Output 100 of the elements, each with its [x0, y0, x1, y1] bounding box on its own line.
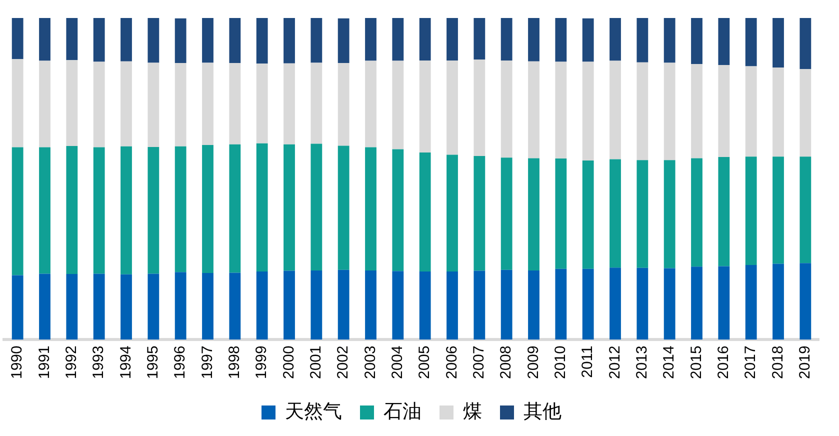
bar	[474, 59, 486, 156]
bar	[202, 18, 214, 63]
bar	[691, 158, 702, 267]
bar	[12, 59, 24, 148]
bar	[392, 271, 404, 340]
x-tick-label: 2018	[769, 346, 786, 380]
bar	[148, 146, 160, 274]
bar	[338, 146, 350, 270]
bar	[148, 274, 160, 340]
bar	[691, 64, 702, 158]
bar	[174, 146, 186, 272]
bar	[12, 18, 24, 60]
bar	[555, 18, 567, 62]
bar	[800, 156, 812, 264]
x-tick-label: 2002	[334, 346, 352, 380]
bar	[66, 274, 78, 340]
x-tick-label: 2000	[280, 346, 298, 380]
bar	[636, 62, 648, 160]
x-tick-label: 2003	[362, 346, 379, 380]
bar	[664, 18, 676, 63]
bar	[610, 159, 621, 268]
bar	[39, 18, 50, 61]
bar	[120, 61, 132, 146]
bar	[392, 18, 404, 61]
bar	[419, 60, 431, 152]
bar	[310, 144, 322, 270]
bar	[800, 263, 812, 340]
bar	[500, 270, 512, 340]
bar	[528, 61, 540, 158]
x-tick-label: 2015	[688, 346, 705, 380]
x-tick-label: 1992	[63, 346, 80, 380]
legend-label: 煤	[463, 402, 482, 423]
x-tick-label: 2006	[443, 346, 460, 380]
bar	[691, 18, 702, 64]
x-tick-label: 2005	[416, 346, 434, 380]
bar	[229, 144, 241, 273]
bar	[256, 64, 268, 144]
x-tick-label: 1996	[172, 346, 189, 380]
bar	[582, 62, 594, 160]
bar	[39, 60, 50, 148]
bar	[174, 272, 186, 340]
x-tick-label: 1990	[8, 346, 26, 380]
legend-label: 天然气	[285, 402, 342, 423]
bar	[365, 60, 376, 148]
x-tick-label: 2019	[796, 346, 814, 380]
bar	[93, 18, 105, 62]
bar	[93, 147, 105, 274]
bar	[718, 18, 730, 65]
bar	[446, 60, 458, 155]
x-tick-label: 2013	[634, 346, 651, 380]
bar	[365, 147, 376, 270]
bar	[202, 273, 214, 340]
bar	[229, 18, 241, 64]
bar	[582, 18, 594, 62]
x-tick-label: 2012	[606, 346, 624, 380]
x-tick-label: 1994	[117, 346, 134, 380]
bar	[392, 149, 404, 272]
bar	[446, 271, 458, 340]
bar	[310, 270, 322, 340]
x-tick-label: 2004	[389, 346, 406, 380]
bar	[148, 18, 160, 63]
bar	[284, 18, 295, 64]
bar	[772, 18, 784, 68]
bar	[66, 146, 78, 274]
bar	[636, 18, 648, 62]
bar	[284, 270, 295, 340]
bar	[229, 272, 241, 340]
bar	[691, 266, 702, 340]
bar	[120, 18, 132, 62]
bar	[310, 18, 322, 63]
x-tick-label: 1998	[226, 346, 244, 380]
bar	[446, 154, 458, 272]
bar	[500, 18, 512, 60]
bar	[284, 63, 295, 144]
bar	[66, 18, 78, 60]
legend-label: 石油	[384, 402, 422, 423]
bar	[256, 271, 268, 340]
bar	[338, 18, 350, 64]
bar	[174, 63, 186, 146]
bar	[718, 266, 730, 340]
bar	[284, 144, 295, 271]
bar	[474, 156, 486, 271]
x-tick-label: 1997	[198, 346, 216, 380]
bar	[419, 18, 431, 60]
bar	[12, 275, 24, 340]
bar	[664, 62, 676, 160]
x-tick-label: 2010	[552, 346, 570, 380]
bar	[528, 270, 540, 340]
bar	[772, 264, 784, 340]
bar	[664, 160, 676, 268]
bar	[66, 60, 78, 146]
bar	[256, 143, 268, 272]
bar	[636, 268, 648, 340]
bar	[555, 268, 567, 340]
legend-label: 其他	[524, 402, 562, 423]
bar	[93, 62, 105, 148]
bar	[120, 146, 132, 274]
x-tick-label: 2001	[308, 346, 325, 380]
x-tick-label: 2008	[498, 346, 515, 380]
bar	[12, 147, 24, 276]
